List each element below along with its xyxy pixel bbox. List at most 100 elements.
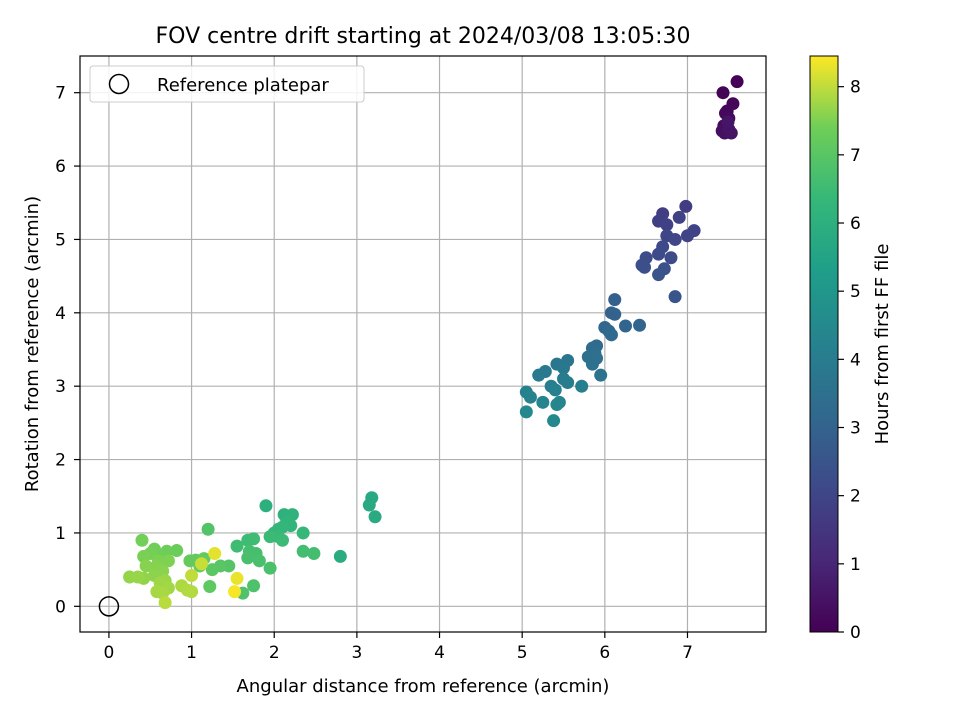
colorbar-tick-label: 8 [850, 78, 861, 98]
data-point [672, 210, 686, 224]
data-point [161, 554, 175, 568]
data-point [652, 247, 666, 261]
data-point [194, 557, 208, 571]
data-point [228, 585, 242, 599]
data-point [139, 559, 153, 573]
data-point [618, 319, 632, 333]
x-tick-label: 3 [351, 643, 362, 663]
y-tick-label: 4 [55, 304, 66, 324]
data-point [247, 579, 261, 593]
y-tick-label: 7 [55, 84, 66, 104]
data-point [638, 260, 652, 274]
data-point [135, 533, 149, 547]
data-point [604, 328, 618, 342]
chart-title: FOV centre drift starting at 2024/03/08 … [156, 24, 691, 49]
data-point [547, 414, 561, 428]
colorbar-tick-label: 7 [850, 146, 861, 166]
data-point [131, 570, 145, 584]
data-point [608, 307, 622, 321]
legend-marker [108, 73, 130, 95]
data-point [208, 546, 222, 560]
colorbar-tick-label: 5 [850, 282, 861, 302]
data-point [296, 526, 310, 540]
data-point [275, 533, 289, 547]
y-tick-label: 5 [55, 230, 66, 250]
data-point [575, 379, 589, 393]
x-tick-label: 7 [682, 643, 693, 663]
colorbar-tick-label: 4 [850, 350, 861, 370]
data-point [585, 357, 599, 371]
data-point [333, 549, 347, 563]
colorbar-tick-label: 2 [850, 487, 861, 507]
x-tick-label: 4 [434, 643, 445, 663]
data-point [550, 398, 564, 412]
data-point [368, 510, 382, 524]
colorbar-label: Hours from first FF file [872, 244, 893, 445]
data-point [680, 229, 694, 243]
y-tick-label: 3 [55, 377, 66, 397]
data-point [652, 268, 666, 282]
data-point [532, 368, 546, 382]
x-tick-label: 0 [104, 643, 115, 663]
data-point [296, 544, 310, 558]
data-point [561, 376, 575, 390]
data-point [608, 293, 622, 307]
colorbar-tick-label: 0 [850, 623, 861, 643]
x-tick-label: 1 [186, 643, 197, 663]
reference-platepar-marker [98, 596, 120, 617]
data-point [203, 580, 217, 594]
data-point [185, 585, 199, 599]
y-tick-label: 1 [55, 524, 66, 544]
data-point [362, 498, 376, 512]
x-axis-label: Angular distance from reference (arcmin) [237, 676, 610, 697]
data-point [660, 218, 674, 232]
data-point [679, 199, 693, 213]
legend-box [89, 65, 365, 103]
data-point [241, 551, 255, 565]
legend: Reference platepar [89, 65, 365, 103]
data-point [263, 561, 277, 575]
data-point [668, 232, 682, 246]
data-point [247, 532, 261, 546]
colorbar: 0 1 2 3 4 5 6 7 8 Hours from first FF file [809, 55, 893, 643]
data-point [730, 75, 744, 89]
data-point [664, 251, 678, 265]
data-points [123, 75, 744, 610]
colorbar-tick-label: 1 [850, 555, 861, 575]
data-point [263, 530, 277, 544]
data-point [252, 554, 266, 568]
y-tick-label: 2 [55, 451, 66, 471]
data-point [536, 395, 550, 409]
data-point [158, 596, 172, 610]
y-tick-label: 0 [55, 597, 66, 617]
grid [80, 56, 766, 632]
data-point [170, 544, 184, 558]
data-point [201, 522, 215, 536]
x-tick-label: 6 [599, 643, 610, 663]
data-point [548, 383, 562, 397]
y-tick-label: 6 [55, 157, 66, 177]
x-tick-label: 2 [269, 643, 280, 663]
data-point [230, 539, 244, 553]
data-point [519, 405, 533, 419]
colorbar-tick-label: 6 [850, 214, 861, 234]
data-point [230, 571, 244, 585]
colorbar-gradient [809, 55, 839, 633]
data-point [259, 499, 273, 513]
data-point [633, 318, 647, 332]
data-point [721, 115, 735, 129]
data-point [523, 390, 537, 404]
data-point [557, 361, 571, 375]
data-point [668, 290, 682, 304]
y-axis-label: Rotation from reference (arcmin) [22, 196, 43, 492]
legend-label: Reference platepar [157, 75, 329, 96]
data-point [185, 569, 199, 583]
data-point [183, 554, 197, 568]
axis-ticks: 0 1 2 3 4 5 6 7 0 1 2 3 4 5 6 7 [55, 84, 693, 663]
data-point [205, 563, 219, 577]
plot-frame [79, 55, 767, 633]
x-tick-label: 5 [517, 643, 528, 663]
colorbar-tick-label: 3 [850, 419, 861, 439]
data-point [307, 546, 321, 560]
